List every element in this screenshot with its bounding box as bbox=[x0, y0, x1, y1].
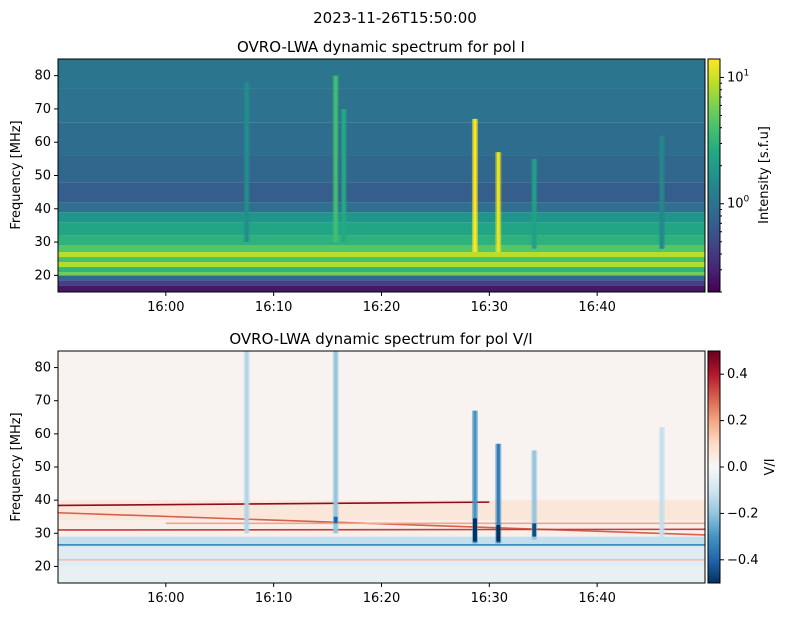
x-tick-label: 16:40 bbox=[578, 591, 615, 606]
colorbar-tick-exponent: 0 bbox=[744, 195, 750, 205]
x-tick-label: 16:30 bbox=[471, 300, 508, 315]
radio-burst bbox=[473, 118, 477, 253]
frequency-band bbox=[58, 351, 705, 501]
frequency-band bbox=[58, 546, 705, 567]
y-tick-label: 40 bbox=[34, 493, 51, 508]
colorbar-tick-label: 101 bbox=[727, 68, 749, 85]
radio-burst bbox=[334, 75, 338, 243]
colorbar-tick-label: 0.2 bbox=[727, 414, 748, 429]
frequency-band bbox=[58, 536, 705, 547]
x-tick-label: 16:20 bbox=[363, 591, 400, 606]
panel-title: OVRO-LWA dynamic spectrum for pol V/I bbox=[229, 330, 532, 348]
colorbar-gradient bbox=[707, 58, 721, 293]
y-tick-label: 70 bbox=[34, 394, 51, 409]
y-tick-label: 60 bbox=[34, 135, 51, 150]
frequency-band bbox=[58, 257, 705, 263]
frequency-band bbox=[58, 182, 705, 203]
x-tick-label: 16:20 bbox=[363, 300, 400, 315]
colorbar-tick-label: −0.2 bbox=[727, 506, 759, 521]
y-tick-label: 20 bbox=[34, 559, 51, 574]
y-axis-label: Frequency [MHz] bbox=[9, 120, 24, 229]
y-tick-label: 40 bbox=[34, 202, 51, 217]
heatmap-plot: 20 30 40 50 60 70 80 16:00 16:10 16:20 16:30 16:40 bbox=[34, 58, 706, 315]
y-axis-label: Frequency [MHz] bbox=[9, 412, 24, 521]
frequency-band bbox=[58, 566, 705, 583]
colorbar-label: V/I bbox=[763, 458, 778, 475]
frequency-band bbox=[58, 500, 705, 521]
frequency-band bbox=[58, 252, 705, 258]
burst-polarization-spot bbox=[333, 516, 338, 524]
y-tick-label: 50 bbox=[34, 460, 51, 475]
radio-burst bbox=[660, 427, 664, 540]
x-tick-label: 16:10 bbox=[255, 591, 292, 606]
colorbar-tick-exponent: 1 bbox=[744, 68, 750, 78]
colorbar-tick-base: 10 bbox=[727, 197, 744, 212]
frequency-band bbox=[58, 272, 705, 276]
frequency-band bbox=[58, 267, 705, 273]
heatmap-plot: 20 30 40 50 60 70 80 16:00 16:10 16:20 16:30 16:40 bbox=[34, 350, 706, 606]
burst-polarization-spot bbox=[472, 518, 477, 542]
radio-burst bbox=[532, 450, 536, 540]
frequency-band bbox=[58, 262, 705, 268]
radio-burst bbox=[532, 158, 536, 249]
frequency-band bbox=[58, 202, 705, 213]
y-tick-label: 80 bbox=[34, 69, 51, 84]
frequency-band bbox=[58, 275, 705, 281]
frequency-band bbox=[58, 280, 705, 286]
panel-title: OVRO-LWA dynamic spectrum for pol I bbox=[237, 38, 525, 56]
polarization-drift-line bbox=[58, 501, 490, 507]
burst-polarization-spot bbox=[532, 523, 537, 537]
frequency-band bbox=[58, 59, 705, 89]
frequency-band bbox=[58, 222, 705, 236]
y-tick-label: 50 bbox=[34, 169, 51, 184]
frequency-band bbox=[58, 155, 705, 183]
polarization-drift-line bbox=[58, 528, 705, 531]
radio-burst bbox=[473, 410, 477, 544]
radio-burst bbox=[245, 82, 249, 243]
colorbar-tick-label: 0.4 bbox=[727, 367, 748, 382]
radio-burst bbox=[496, 152, 500, 253]
colorbar-label: Intensity [s.f.u] bbox=[757, 126, 772, 224]
panel-pol-i: OVRO-LWA dynamic spectrum for pol I 20 30… bbox=[9, 38, 772, 315]
frequency-band bbox=[58, 212, 705, 223]
frequency-band bbox=[58, 122, 705, 156]
radio-burst bbox=[496, 443, 500, 544]
frequency-band bbox=[58, 245, 705, 253]
y-tick-label: 60 bbox=[34, 427, 51, 442]
radio-burst bbox=[342, 108, 346, 243]
y-tick-label: 30 bbox=[34, 235, 51, 250]
frequency-band bbox=[58, 520, 705, 537]
colorbar: −0.4 −0.2 0.0 0.2 0.4 bbox=[707, 350, 759, 584]
colorbar-gradient bbox=[707, 350, 721, 584]
frequency-band bbox=[58, 235, 705, 246]
y-tick-label: 30 bbox=[34, 526, 51, 541]
frequency-band bbox=[58, 88, 705, 123]
colorbar-tick-label: 0.0 bbox=[727, 460, 748, 475]
burst-polarization-spot bbox=[496, 525, 501, 542]
colorbar-tick-label: −0.4 bbox=[727, 553, 759, 568]
spectrum-image bbox=[58, 59, 705, 292]
panel-pol-v-over-i: OVRO-LWA dynamic spectrum for pol V/I 20… bbox=[9, 330, 778, 606]
radio-burst bbox=[245, 351, 249, 534]
x-tick-label: 16:30 bbox=[471, 591, 508, 606]
x-tick-label: 16:10 bbox=[255, 300, 292, 315]
y-tick-label: 70 bbox=[34, 102, 51, 117]
figure-suptitle: 2023-11-26T15:50:00 bbox=[313, 9, 477, 27]
colorbar-tick-label: 100 bbox=[727, 195, 750, 212]
spectrum-image bbox=[58, 351, 705, 583]
colorbar-tick-base: 10 bbox=[727, 70, 744, 85]
frequency-band bbox=[58, 285, 705, 292]
x-tick-label: 16:00 bbox=[147, 300, 184, 315]
y-tick-label: 80 bbox=[34, 361, 51, 376]
radio-burst bbox=[334, 351, 338, 534]
y-tick-label: 20 bbox=[34, 268, 51, 283]
radio-burst bbox=[660, 135, 664, 249]
x-tick-label: 16:40 bbox=[578, 300, 615, 315]
x-tick-label: 16:00 bbox=[147, 591, 184, 606]
